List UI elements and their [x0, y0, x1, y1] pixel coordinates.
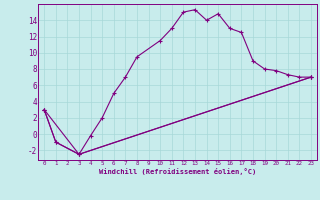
X-axis label: Windchill (Refroidissement éolien,°C): Windchill (Refroidissement éolien,°C) — [99, 168, 256, 175]
